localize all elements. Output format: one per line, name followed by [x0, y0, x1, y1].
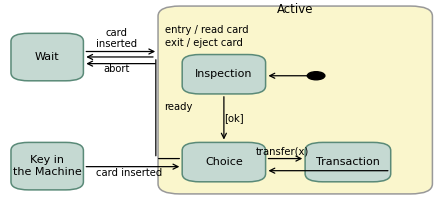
FancyBboxPatch shape — [11, 142, 83, 190]
Text: Choice: Choice — [205, 157, 242, 167]
FancyBboxPatch shape — [182, 142, 265, 182]
FancyBboxPatch shape — [158, 6, 431, 194]
Text: Active: Active — [276, 3, 313, 16]
Text: abort: abort — [103, 64, 129, 74]
FancyBboxPatch shape — [182, 55, 265, 94]
FancyBboxPatch shape — [11, 33, 83, 81]
Circle shape — [307, 72, 324, 80]
Text: ready: ready — [163, 102, 192, 112]
Text: [ok]: [ok] — [224, 113, 243, 123]
Text: card inserted: card inserted — [95, 168, 161, 178]
Text: card
inserted: card inserted — [95, 28, 137, 49]
Text: Inspection: Inspection — [195, 69, 252, 79]
Text: entry / read card
exit / eject card: entry / read card exit / eject card — [164, 25, 247, 48]
Text: Key in
the Machine: Key in the Machine — [13, 155, 81, 177]
Text: transfer(x): transfer(x) — [255, 146, 308, 156]
FancyBboxPatch shape — [304, 142, 390, 182]
Text: Wait: Wait — [35, 52, 60, 62]
Text: Transaction: Transaction — [315, 157, 379, 167]
